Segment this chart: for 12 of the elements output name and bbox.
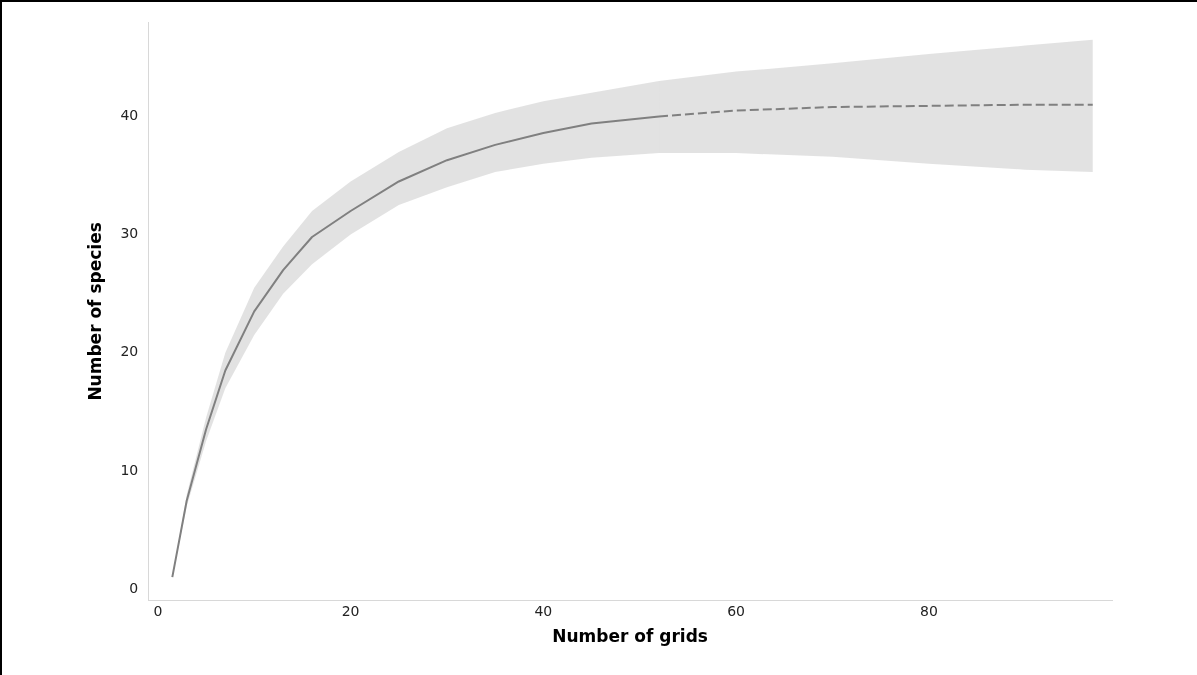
x-tick-label: 20 xyxy=(341,602,360,619)
x-tick-label: 80 xyxy=(919,602,938,619)
x-axis-title: Number of grids xyxy=(552,626,708,647)
y-axis-title: Number of species xyxy=(84,222,105,401)
y-tick-label: 30 xyxy=(120,225,139,242)
x-tick-label: 60 xyxy=(727,602,746,619)
x-tick-label: 40 xyxy=(534,602,553,619)
x-tick-label: 0 xyxy=(153,602,163,619)
y-tick-label: 40 xyxy=(120,107,139,124)
y-tick-label: 0 xyxy=(129,579,139,596)
y-tick-label: 20 xyxy=(120,343,139,360)
y-tick-label: 10 xyxy=(120,461,139,478)
